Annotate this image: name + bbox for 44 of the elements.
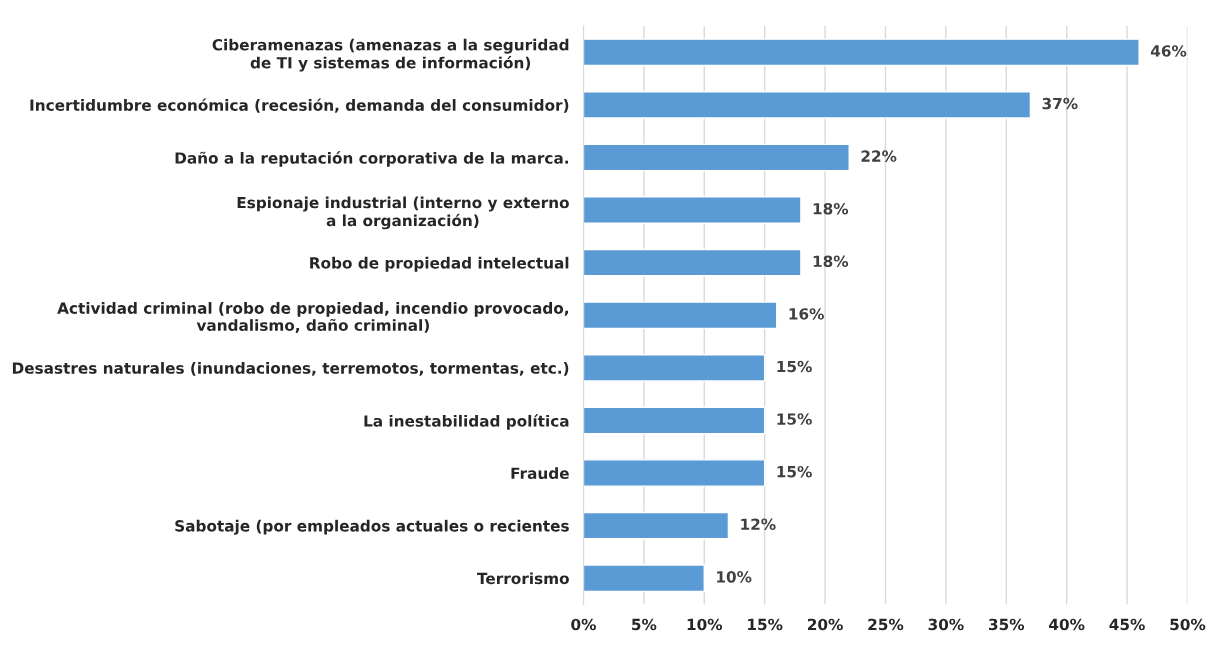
y-tick-label: Ciberamenazas (amenazas a la seguridad de TI y sistemas de información) xyxy=(212,38,569,72)
bar xyxy=(583,196,802,224)
x-tick-label: 0% xyxy=(571,618,596,631)
x-tick-label: 40% xyxy=(1049,618,1085,631)
bar xyxy=(583,143,850,172)
data-label: 18% xyxy=(813,202,849,215)
data-label: 46% xyxy=(1150,45,1187,57)
x-tick-label: 35% xyxy=(989,618,1025,631)
x-tick-label: 10% xyxy=(687,618,723,631)
y-tick-label: Actividad criminal (robo de propiedad, incendio provocado, vandalismo, daño criminal) xyxy=(57,302,569,333)
y-tick-label: Incertidumbre económica (recesión, demanda del consumidor) xyxy=(30,98,569,113)
x-tick-label: 50% xyxy=(1170,618,1206,631)
bar xyxy=(583,38,1140,67)
data-label: 16% xyxy=(789,308,824,320)
data-label: 10% xyxy=(717,571,752,583)
y-tick-label: Terrorismo xyxy=(477,572,569,585)
x-tick-label: 30% xyxy=(928,618,964,631)
bar xyxy=(583,459,766,487)
bar xyxy=(583,406,766,435)
x-tick-label: 15% xyxy=(748,618,783,631)
bar xyxy=(583,353,766,382)
data-label: 15% xyxy=(777,465,812,478)
bar xyxy=(583,564,705,593)
x-tick-label: 25% xyxy=(868,618,904,631)
x-tick-label: 20% xyxy=(807,618,843,631)
data-label: 22% xyxy=(861,150,897,162)
bar xyxy=(583,301,778,330)
data-label: 12% xyxy=(741,518,776,531)
data-label: 37% xyxy=(1042,97,1078,110)
data-label: 15% xyxy=(777,360,812,373)
y-tick-label: Sabotaje (por empleados actuales o recientes xyxy=(175,519,569,535)
data-label: 18% xyxy=(813,255,849,268)
bar xyxy=(583,91,1032,119)
y-tick-label: La inestabilidad política xyxy=(364,414,569,430)
y-tick-label: Desastres naturales (inundaciones, terremotos, tormentas, etc.) xyxy=(12,362,569,376)
bar xyxy=(583,511,730,540)
y-tick-label: Espionaje industrial (interno y externo a la organización) xyxy=(237,196,569,230)
x-tick-label: 45% xyxy=(1109,618,1145,631)
y-tick-label: Fraude xyxy=(511,467,569,480)
data-label: 15% xyxy=(777,413,812,425)
x-tick-label: 5% xyxy=(632,618,657,631)
y-tick-label: Daño a la reputación corporativa de la marca. xyxy=(175,151,569,167)
y-tick-label: Robo de propiedad intelectual xyxy=(310,256,569,272)
bar xyxy=(583,248,802,277)
